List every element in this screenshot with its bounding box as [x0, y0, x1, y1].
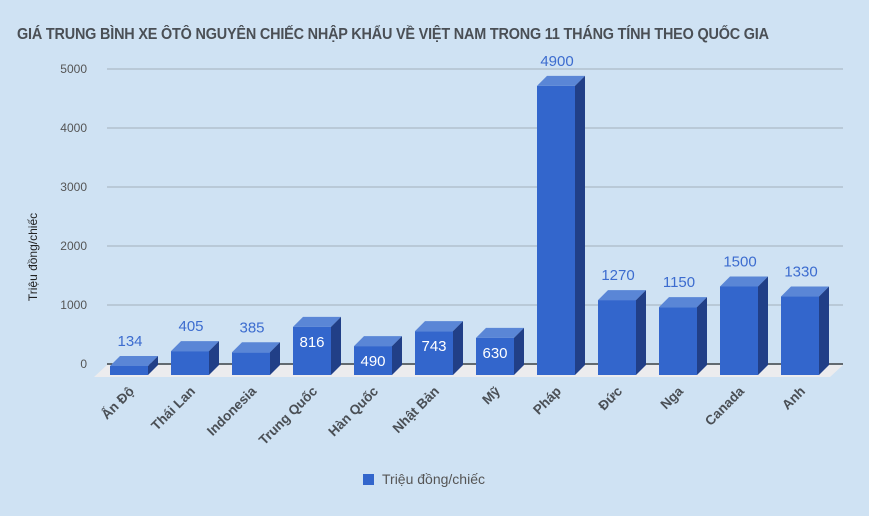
- legend-swatch-icon: [363, 473, 374, 485]
- x-tick-label: Anh: [779, 384, 808, 413]
- bar: [476, 327, 524, 375]
- bar-value-label: 1330: [784, 264, 817, 281]
- bar: [781, 286, 829, 375]
- bar: [537, 75, 585, 376]
- bar-value-label: 4900: [540, 53, 573, 70]
- x-tick-label: Mỹ: [479, 383, 503, 407]
- x-tick-label: Thái Lan: [148, 384, 198, 434]
- y-tick-label: 5000: [60, 62, 87, 76]
- legend: Triệu đồng/chiếc: [363, 471, 485, 487]
- x-tick-label: Hàn Quốc: [325, 383, 381, 439]
- bar: [232, 342, 280, 375]
- chart-floor: [94, 365, 843, 377]
- x-tick-label: Đức: [595, 383, 625, 413]
- y-tick-label: 4000: [60, 121, 87, 135]
- bar-value-label: 743: [421, 338, 446, 355]
- bar-value-label: 630: [482, 345, 507, 362]
- legend-label: Triệu đồng/chiếc: [382, 471, 485, 487]
- bar-value-label: 816: [299, 334, 324, 351]
- x-tick-label: Nhật Bản: [390, 384, 443, 437]
- bar-value-label: 490: [360, 353, 385, 370]
- bar-value-label: 1150: [663, 274, 695, 291]
- y-tick-label: 1000: [60, 298, 87, 312]
- bar-value-label: 405: [178, 318, 203, 335]
- bar: [293, 316, 341, 375]
- bar: [110, 356, 158, 375]
- bar-value-label: 385: [239, 319, 264, 336]
- bar: [598, 290, 646, 375]
- bar-value-label: 134: [117, 333, 142, 350]
- y-tick-label: 3000: [60, 180, 87, 194]
- bar: [171, 341, 219, 375]
- bar-value-label: 1500: [723, 254, 756, 271]
- bar: [354, 336, 402, 375]
- bar-value-label: 1270: [601, 267, 634, 284]
- x-tick-label: Trung Quốc: [256, 383, 321, 448]
- x-tick-label: Ấn Độ: [98, 384, 137, 423]
- x-tick-label: Canada: [702, 383, 747, 428]
- bar: [415, 321, 463, 375]
- chart-title: GIÁ TRUNG BÌNH XE ÔTÔ NGUYÊN CHIẾC NHẬP …: [17, 26, 769, 43]
- x-tick-label: Pháp: [530, 384, 564, 418]
- y-tick-label: 0: [80, 357, 87, 371]
- y-tick-label: 2000: [60, 239, 87, 253]
- x-tick-label: Nga: [657, 383, 686, 412]
- bar: [659, 297, 707, 375]
- x-tick-label: Indonesia: [204, 383, 260, 439]
- bar: [720, 276, 768, 375]
